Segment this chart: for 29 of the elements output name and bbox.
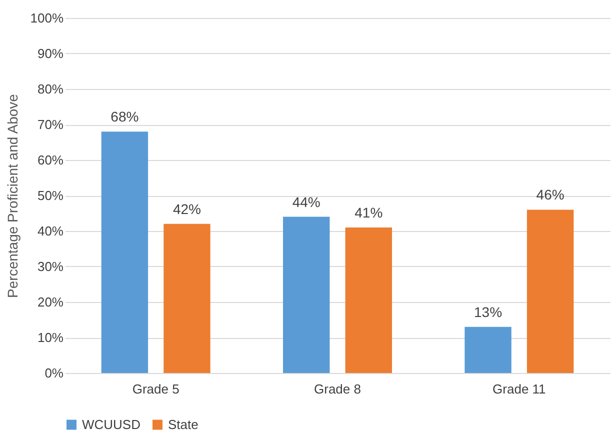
bar bbox=[101, 132, 148, 373]
y-tick-label: 50% bbox=[37, 188, 64, 203]
y-axis-title: Percentage Proficient and Above bbox=[4, 94, 20, 298]
bar bbox=[526, 210, 574, 373]
y-tick-label: 70% bbox=[37, 117, 64, 132]
data-label: 13% bbox=[474, 304, 502, 320]
bar bbox=[164, 224, 210, 373]
y-tick-label: 10% bbox=[37, 330, 64, 345]
y-tick-label: 90% bbox=[37, 46, 64, 61]
bar bbox=[345, 227, 392, 373]
bar bbox=[464, 326, 512, 373]
bar bbox=[283, 216, 330, 373]
data-label: 68% bbox=[110, 108, 139, 125]
legend-label: WCUUSD bbox=[82, 416, 140, 432]
y-tick-label: 80% bbox=[37, 82, 64, 96]
legend-label: State bbox=[168, 416, 198, 432]
x-tick-label: Grade 11 bbox=[492, 382, 546, 396]
data-label: 46% bbox=[536, 186, 564, 203]
data-label: 44% bbox=[292, 194, 320, 210]
y-tick-label: 100% bbox=[30, 10, 64, 26]
y-tick-label: 40% bbox=[37, 224, 64, 238]
x-tick-label: Grade 5 bbox=[132, 382, 180, 396]
y-tick-label: 60% bbox=[37, 152, 64, 168]
data-label: 42% bbox=[172, 200, 201, 217]
x-tick-label: Grade 8 bbox=[314, 382, 361, 396]
data-label: 41% bbox=[354, 204, 383, 220]
y-tick-label: 30% bbox=[37, 259, 64, 274]
y-tick-label: 20% bbox=[37, 294, 64, 310]
y-tick-label: 0% bbox=[44, 366, 64, 380]
